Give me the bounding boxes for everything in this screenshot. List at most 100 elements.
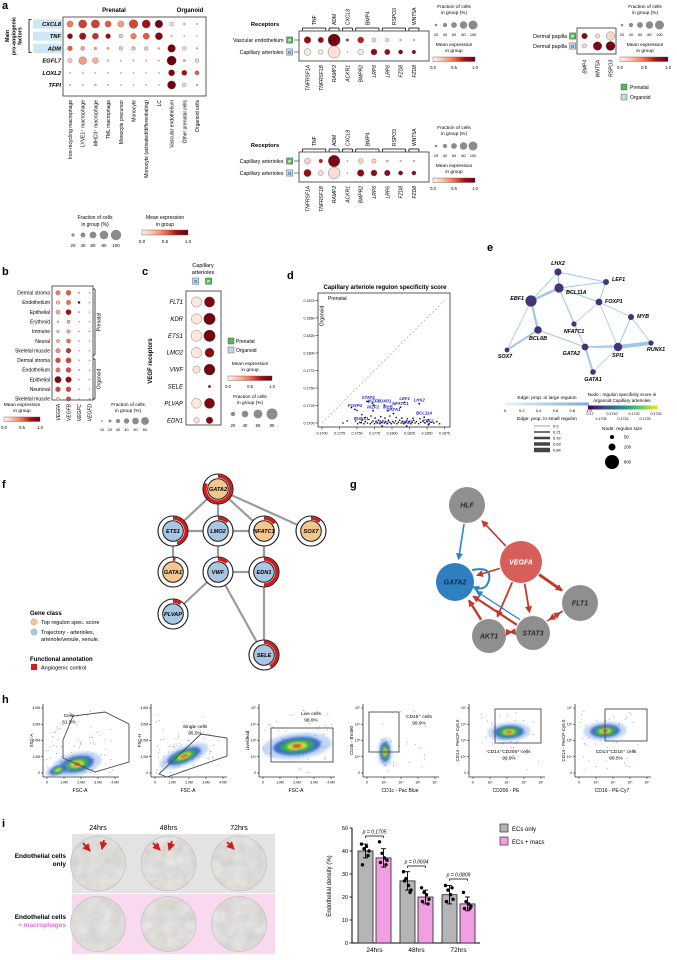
bar-ecs-only [357, 850, 374, 944]
data-dot [448, 893, 453, 897]
dot [183, 22, 186, 26]
dot [605, 41, 616, 51]
speckle [156, 745, 158, 747]
legend-title: Fraction of cells [77, 215, 113, 221]
dot [55, 367, 61, 373]
speckle [173, 743, 175, 745]
y-tick: 10⁷ [461, 706, 467, 710]
row-label: Skeletal muscle [15, 348, 50, 354]
dot [303, 169, 312, 177]
speckle [71, 751, 73, 753]
well-texture [211, 896, 267, 952]
speckle [58, 761, 60, 763]
text-label: 100 [656, 33, 662, 37]
receptor-label: FZD8 [412, 65, 418, 78]
gene-label: LOXL2 [42, 71, 61, 77]
network-edge [506, 300, 532, 351]
dot [56, 329, 60, 333]
network-edge [558, 281, 607, 289]
speckle [413, 710, 415, 712]
speckle [631, 713, 633, 715]
speckle [503, 735, 505, 737]
text-label: 80 [101, 243, 107, 248]
text-label: 1.0 [472, 65, 478, 70]
receptor-label: RAMP2 [332, 186, 338, 203]
panel-f-grn-network: GATA2 ETS1 LMO2 NFATC1 SOX7 GATA1 VWF EDN1 PLVAP… [30, 473, 327, 672]
dot [346, 160, 349, 162]
data-point [436, 420, 438, 423]
network-node [571, 321, 577, 327]
speckle [325, 725, 327, 727]
gate-label: Cells [64, 713, 75, 719]
speckle [606, 746, 608, 748]
speckle [605, 739, 607, 741]
speckle [178, 733, 180, 735]
data-point [401, 417, 403, 419]
speckle [303, 709, 305, 711]
angiogenic-arc [172, 599, 182, 605]
speckle [601, 727, 603, 729]
dot [78, 311, 80, 313]
endothelial-density-chart: 0 10 20 30 40 50 Endothelial density (%) 24hrs p… [327, 823, 545, 954]
speckle [491, 722, 493, 724]
text-label: 20 [620, 33, 624, 37]
node-label: FOXP1 [605, 299, 623, 305]
speckle [618, 723, 620, 725]
speckle [104, 739, 106, 741]
organoid-tag [286, 169, 293, 177]
x-tick: 3.0M [94, 781, 102, 785]
network-edge [506, 329, 539, 351]
data-point [397, 421, 400, 424]
speckle [608, 757, 610, 759]
speckle [96, 731, 98, 733]
speckle [607, 768, 609, 770]
dot [203, 312, 216, 325]
speckle [510, 741, 512, 743]
key-label: Prenatal [236, 339, 255, 345]
dot [56, 300, 60, 305]
speckle [295, 743, 297, 745]
text-label: 40 [243, 423, 248, 428]
signal-edge [496, 581, 514, 618]
gate-pct: 98.9% [304, 718, 318, 724]
ligand-label: RSPO3 [392, 129, 398, 146]
circle [423, 416, 426, 418]
dot [66, 329, 71, 334]
dot [65, 357, 72, 364]
speckle [91, 768, 93, 770]
y-tick: 40 [342, 849, 348, 855]
gene-label: SELE [168, 385, 184, 391]
gene-label: ETS1 [168, 334, 183, 340]
speckle [62, 723, 64, 725]
dot [78, 349, 80, 352]
text-label: 1.0 [269, 384, 275, 389]
axis-label: VEGF receptors [148, 338, 154, 384]
text-label: Mean expression [436, 42, 473, 48]
speckle [80, 742, 82, 744]
dot [55, 386, 61, 392]
data-dot [451, 897, 455, 901]
dot [183, 59, 186, 62]
speckle [193, 747, 195, 749]
speckle [406, 743, 408, 745]
speckle [313, 748, 315, 750]
node-label: LMO2 [210, 529, 226, 535]
dot [145, 84, 147, 86]
rect [3, 416, 41, 422]
speckle [82, 769, 84, 771]
text-label: 0.0 [430, 65, 436, 70]
speckle [76, 761, 78, 763]
speckle [588, 760, 590, 762]
x-tick: 10³ [594, 781, 600, 785]
speckle [491, 723, 493, 725]
data-point [407, 422, 409, 424]
row-label: Neuronal [30, 387, 50, 393]
network-node [500, 541, 542, 583]
dot [65, 309, 72, 315]
circle [367, 400, 370, 403]
circle [434, 144, 438, 148]
dot [69, 72, 71, 74]
speckle [162, 738, 164, 740]
circle [141, 417, 149, 425]
row-label: Vascular endothelium [233, 38, 284, 44]
